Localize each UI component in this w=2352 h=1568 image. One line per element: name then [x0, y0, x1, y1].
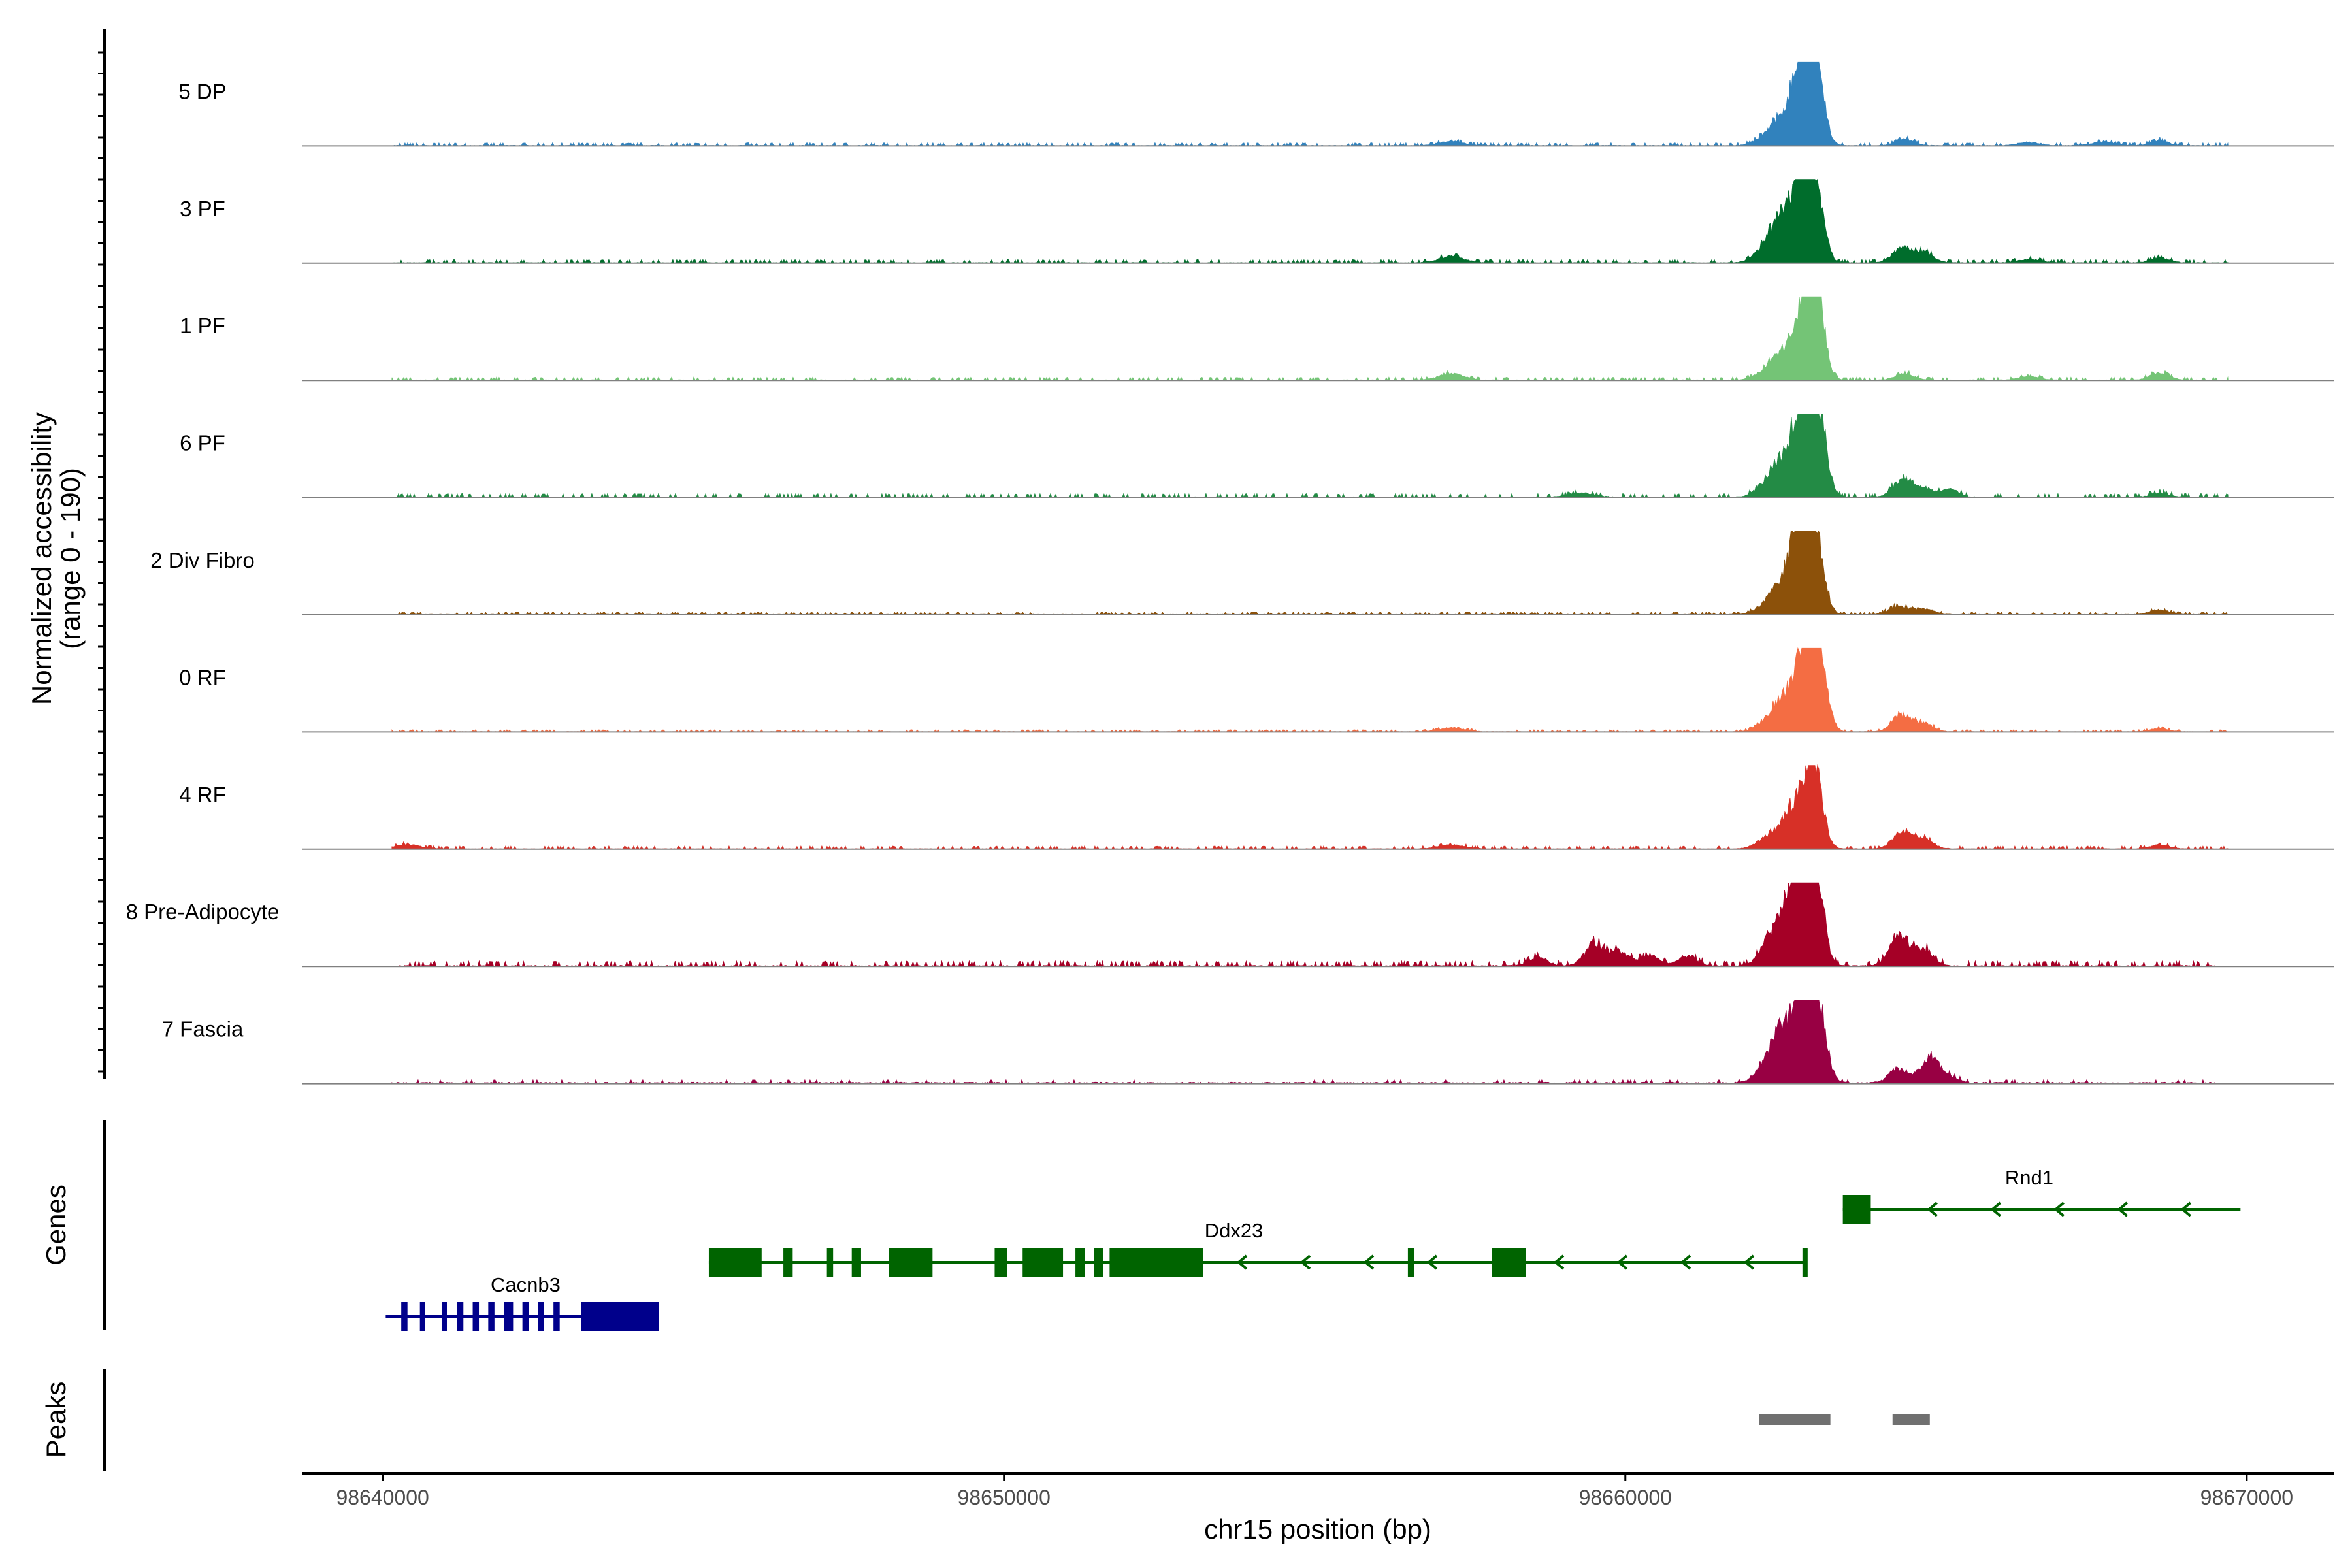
track-label: 6 PF	[180, 431, 225, 455]
track-8-pre-adipocyte: 8 Pre-Adipocyte	[126, 882, 2334, 968]
coverage-area	[391, 61, 2229, 147]
track-2-div-fibro: 2 Div Fibro	[150, 530, 2334, 616]
gene-exon	[1407, 1248, 1414, 1277]
gene-name: Rnd1	[2005, 1166, 2053, 1189]
track-label: 0 RF	[179, 665, 226, 689]
track-label: 8 Pre-Adipocyte	[126, 900, 280, 924]
coverage-y-axis-ticks	[98, 51, 105, 1073]
gene-exon	[538, 1302, 544, 1331]
x-axis-title: chr15 position (bp)	[1204, 1514, 1431, 1544]
strand-arrow	[1363, 1254, 1375, 1270]
peak-regions	[1759, 1414, 1930, 1425]
strand-arrow	[1743, 1254, 1755, 1270]
gene-exon	[708, 1248, 762, 1277]
track-3-pf: 3 PF	[180, 178, 2334, 265]
coverage-area	[391, 764, 2229, 850]
x-axis-ticks: 98640000 98650000 98660000 98670000	[336, 1473, 2293, 1509]
track-4-rf: 4 RF	[179, 764, 2334, 850]
x-tick-label: 98640000	[336, 1486, 429, 1509]
gene-cacnb3: Cacnb3	[385, 1273, 659, 1331]
coverage-area	[391, 1000, 2217, 1085]
gene-annotations: Cacnb3 Ddx23 Rnd1	[385, 1166, 2241, 1331]
gene-name: Cacnb3	[491, 1273, 561, 1296]
strand-arrow	[1299, 1254, 1311, 1270]
y-axis-title: Normalized accessibility (range 0 - 190)	[26, 412, 86, 705]
strand-arrow	[1616, 1254, 1628, 1270]
gene-exon	[401, 1302, 408, 1331]
track-label: 3 PF	[180, 197, 225, 221]
gene-ddx23: Ddx23	[708, 1219, 1808, 1277]
strand-arrow	[2180, 1201, 2191, 1217]
strand-arrow	[1236, 1254, 1248, 1270]
coverage-area	[397, 882, 2216, 968]
coverage-area	[391, 647, 2229, 733]
track-0-rf: 0 RF	[179, 647, 2334, 733]
gene-exon	[581, 1302, 659, 1331]
track-5-dp: 5 DP	[178, 61, 2334, 147]
coverage-area	[397, 530, 2229, 616]
strand-arrow	[1553, 1254, 1565, 1270]
gene-exon	[1842, 1195, 1871, 1224]
strand-arrow	[1680, 1254, 1691, 1270]
gene-exon	[472, 1302, 480, 1331]
coverage-tracks: 5 DP 3 PF 1 PF 6 PF 2 Div Fibro 0 RF 4 RF 8 Pre…	[126, 61, 2334, 1085]
track-7-fascia: 7 Fascia	[162, 1000, 2334, 1085]
track-label: 1 PF	[180, 314, 225, 338]
gene-exon	[504, 1302, 514, 1331]
gene-exon	[1109, 1248, 1203, 1277]
track-label: 5 DP	[178, 79, 226, 103]
x-tick-label: 98670000	[2200, 1486, 2293, 1509]
gene-exon	[522, 1302, 529, 1331]
track-1-pf: 1 PF	[180, 296, 2334, 382]
gene-exon	[441, 1302, 447, 1331]
gene-exon	[1094, 1248, 1103, 1277]
peak-box	[1759, 1414, 1831, 1425]
strand-arrow	[1990, 1201, 2001, 1217]
gene-exon	[889, 1248, 933, 1277]
coverage-area	[391, 296, 2229, 382]
strand-arrow	[2053, 1201, 2065, 1217]
gene-rnd1: Rnd1	[1842, 1166, 2241, 1224]
track-label: 4 RF	[179, 783, 226, 807]
gene-name: Ddx23	[1205, 1219, 1264, 1242]
coverage-area	[391, 414, 2229, 499]
y-axis-title-line1: Normalized accessibility	[26, 412, 57, 705]
strand-arrow	[2117, 1201, 2128, 1217]
peaks-panel-label: Peaks	[41, 1382, 71, 1458]
x-tick-label: 98660000	[1579, 1486, 1672, 1509]
gene-exon	[1802, 1248, 1808, 1277]
peak-box	[1892, 1414, 1930, 1425]
gene-exon	[1022, 1248, 1064, 1277]
strand-arrow	[1927, 1201, 1938, 1217]
gene-exon	[457, 1302, 464, 1331]
track-label: 7 Fascia	[162, 1017, 244, 1041]
coverage-area	[391, 178, 2229, 265]
gene-exon	[1075, 1248, 1085, 1277]
strand-arrow	[1426, 1254, 1438, 1270]
gene-exon	[419, 1302, 425, 1331]
x-tick-label: 98650000	[958, 1486, 1051, 1509]
gene-exon	[488, 1302, 495, 1331]
gene-exon	[553, 1302, 560, 1331]
gene-exon	[826, 1248, 834, 1277]
gene-exon	[851, 1248, 861, 1277]
genes-panel-label: Genes	[41, 1184, 71, 1266]
y-axis-title-line2: (range 0 - 190)	[55, 468, 86, 649]
gene-exon	[783, 1248, 793, 1277]
gene-exon	[994, 1248, 1007, 1277]
track-6-pf: 6 PF	[180, 414, 2334, 499]
gene-exon	[1492, 1248, 1526, 1277]
track-label: 2 Div Fibro	[150, 548, 255, 572]
